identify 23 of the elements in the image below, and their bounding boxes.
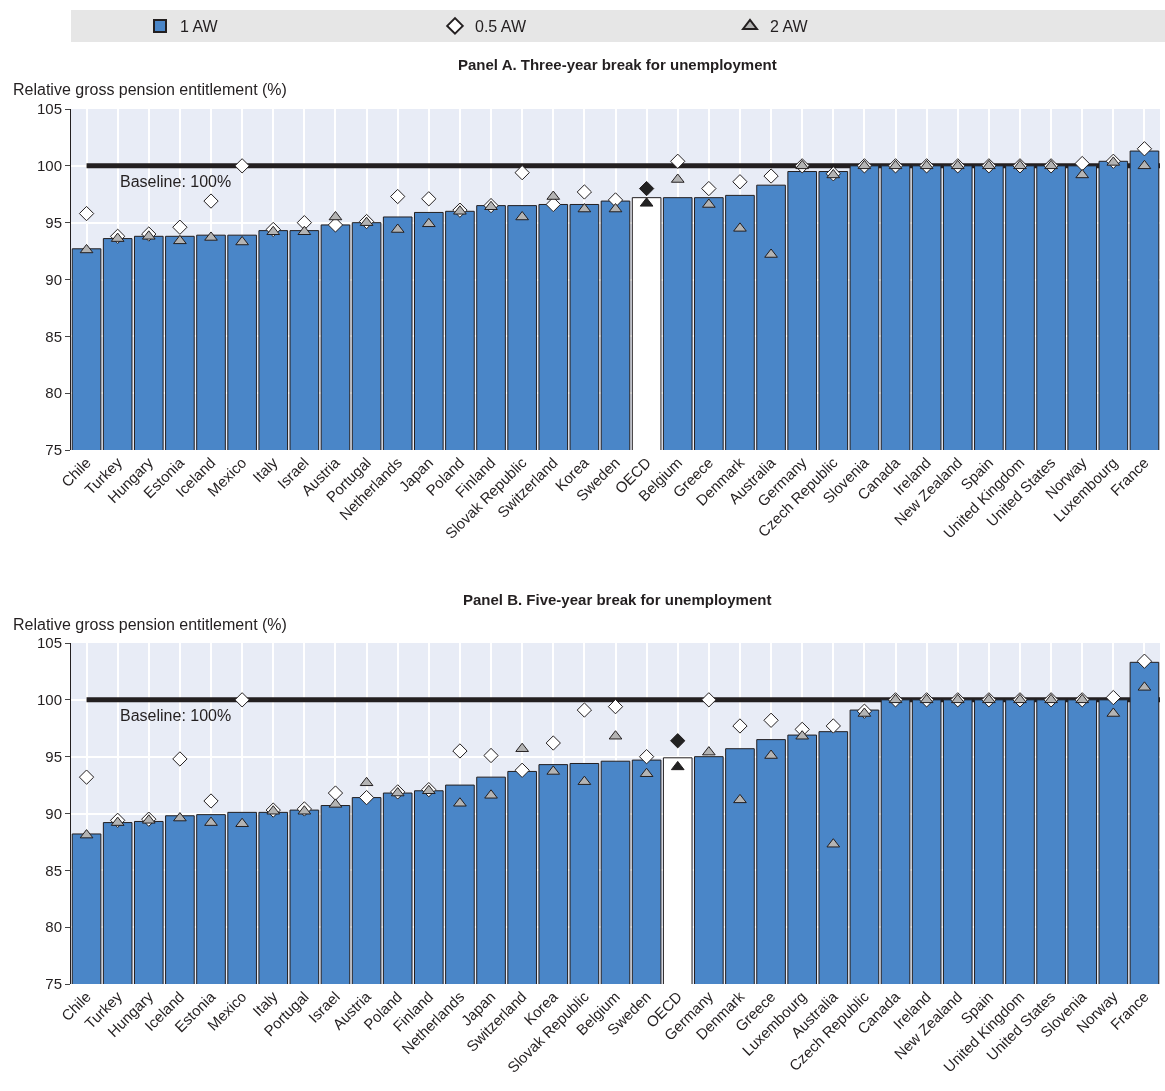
ref-line-label: Baseline: 100% bbox=[120, 707, 232, 724]
y-tick-label: 90 bbox=[45, 804, 62, 822]
chart-title: Panel B. Five-year break for unemployment bbox=[463, 591, 772, 608]
y-tick-label: 105 bbox=[36, 634, 62, 652]
y-tick-label: 100 bbox=[36, 157, 62, 175]
y-tick-label: 85 bbox=[45, 327, 62, 345]
y-tick-label: 95 bbox=[45, 747, 62, 765]
legend-label: 0.5 AW bbox=[475, 18, 527, 36]
y-tick-label: 90 bbox=[45, 270, 62, 288]
ref-line-label: Baseline: 100% bbox=[120, 173, 232, 190]
legend-label: 2 AW bbox=[770, 18, 809, 36]
y-tick-label: 105 bbox=[36, 100, 62, 118]
y-tick-label: 80 bbox=[45, 384, 62, 402]
y-tick-label: 75 bbox=[45, 975, 62, 993]
y-tick-label: 85 bbox=[45, 861, 62, 879]
y-tick-label: 75 bbox=[45, 441, 62, 459]
y-axis-title: Relative gross pension entitlement (%) bbox=[13, 81, 287, 98]
y-axis-title: Relative gross pension entitlement (%) bbox=[13, 616, 287, 633]
y-tick-label: 80 bbox=[45, 918, 62, 936]
y-tick-label: 95 bbox=[45, 213, 62, 231]
y-tick-label: 100 bbox=[36, 691, 62, 709]
legend-label: 1 AW bbox=[180, 18, 219, 36]
chart-title: Panel A. Three-year break for unemployment bbox=[458, 56, 777, 73]
